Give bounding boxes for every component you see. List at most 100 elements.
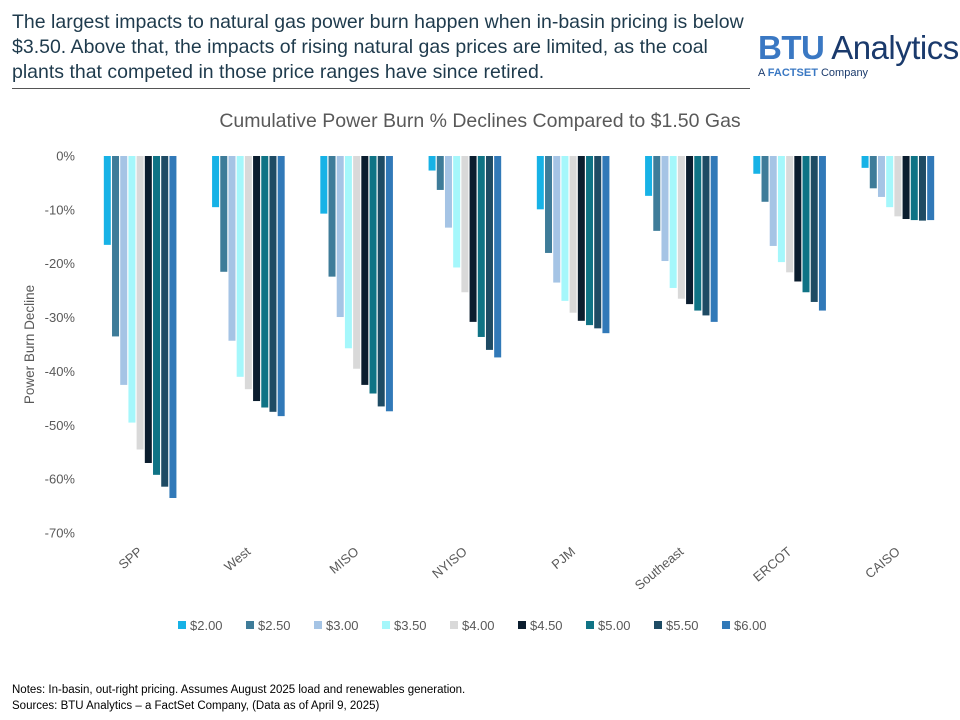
- legend-label: $3.50: [394, 618, 427, 633]
- y-tick-label: -30%: [45, 310, 76, 325]
- legend-swatch: [246, 621, 254, 629]
- bar: [710, 156, 718, 322]
- legend-swatch: [518, 621, 526, 629]
- bar: [536, 156, 544, 210]
- x-tick-label: NYISO: [429, 544, 470, 582]
- bar: [444, 156, 452, 228]
- y-tick-label: -50%: [45, 418, 76, 433]
- bar: [645, 156, 653, 196]
- legend-swatch: [450, 621, 458, 629]
- bar: [753, 156, 761, 174]
- legend-swatch: [178, 621, 186, 629]
- bar: [153, 156, 161, 475]
- bar: [436, 156, 444, 190]
- y-tick-label: -70%: [45, 526, 76, 541]
- x-tick-label: MISO: [326, 544, 361, 577]
- bar: [861, 156, 869, 168]
- legend-swatch: [314, 621, 322, 629]
- legend-label: $5.50: [666, 618, 699, 633]
- x-tick-label: ERCOT: [750, 544, 795, 585]
- bar: [927, 156, 935, 221]
- bar: [169, 156, 177, 498]
- legend-label: $2.00: [190, 618, 223, 633]
- headline-divider: [12, 88, 750, 89]
- bar: [320, 156, 328, 214]
- bar: [144, 156, 152, 463]
- bar: [686, 156, 694, 305]
- y-tick-label: 0%: [56, 149, 75, 164]
- bar: [669, 156, 677, 288]
- bar: [461, 156, 469, 293]
- legend-swatch: [586, 621, 594, 629]
- legend-swatch: [654, 621, 662, 629]
- bar: [353, 156, 361, 369]
- bar: [677, 156, 685, 299]
- bar: [694, 156, 702, 311]
- legend-label: $5.00: [598, 618, 631, 633]
- bar: [469, 156, 477, 322]
- y-tick-label: -40%: [45, 364, 76, 379]
- bar: [344, 156, 352, 349]
- bar: [777, 156, 785, 263]
- bar: [261, 156, 269, 408]
- bar: [910, 156, 918, 221]
- x-tick-label: SPP: [115, 544, 145, 572]
- bar: [794, 156, 802, 282]
- sources-line: Sources: BTU Analytics – a FactSet Compa…: [12, 700, 380, 712]
- x-tick-label: PJM: [548, 544, 578, 572]
- bar: [494, 156, 502, 358]
- logo-tagline: A FACTSET Company: [758, 67, 958, 79]
- bar: [769, 156, 777, 246]
- bar: [818, 156, 826, 311]
- logo-sub-suffix: Company: [817, 67, 869, 79]
- bar: [128, 156, 136, 423]
- bar: [336, 156, 344, 318]
- bar: [661, 156, 669, 262]
- bar-chart: 0% -10% -20% -30% -40% -50% -60% -70% Power Burn…: [22, 149, 935, 633]
- bar: [894, 156, 902, 217]
- y-axis-label: Power Burn Decline: [22, 285, 37, 404]
- bar: [328, 156, 336, 277]
- bar: [269, 156, 277, 412]
- bar: [877, 156, 885, 197]
- logo-name: Analytics: [831, 29, 959, 66]
- x-tick-label: West: [221, 544, 253, 575]
- y-tick-label: -60%: [45, 472, 76, 487]
- bar: [802, 156, 810, 293]
- bar: [869, 156, 877, 189]
- logo-brand: BTU: [758, 29, 825, 66]
- bar: [428, 156, 436, 171]
- bar: [236, 156, 244, 377]
- x-tick-label: CAISO: [862, 544, 903, 582]
- bar: [586, 156, 594, 326]
- y-tick-label: -20%: [45, 256, 76, 271]
- bar: [702, 156, 710, 316]
- bar: [886, 156, 894, 208]
- bar: [220, 156, 228, 272]
- bar: [277, 156, 285, 417]
- legend-label: $4.50: [530, 618, 563, 633]
- legend-label: $2.50: [258, 618, 291, 633]
- bar: [902, 156, 910, 220]
- bar: [377, 156, 385, 407]
- bar: [545, 156, 553, 253]
- bar: [761, 156, 769, 202]
- legend-swatch: [382, 621, 390, 629]
- bar: [918, 156, 926, 221]
- bar: [112, 156, 120, 337]
- bar: [103, 156, 111, 245]
- bar: [602, 156, 610, 334]
- bar: [453, 156, 461, 268]
- bar: [120, 156, 128, 385]
- bar: [369, 156, 377, 394]
- notes: Notes: In-basin, out-right pricing. Assu…: [12, 682, 465, 714]
- bar: [385, 156, 393, 412]
- bar: [477, 156, 485, 337]
- bar: [577, 156, 585, 321]
- bar: [244, 156, 252, 390]
- bar: [228, 156, 236, 341]
- bar: [253, 156, 261, 402]
- x-tick-label: Southeast: [632, 544, 687, 593]
- bar: [786, 156, 794, 273]
- legend-swatch: [722, 621, 730, 629]
